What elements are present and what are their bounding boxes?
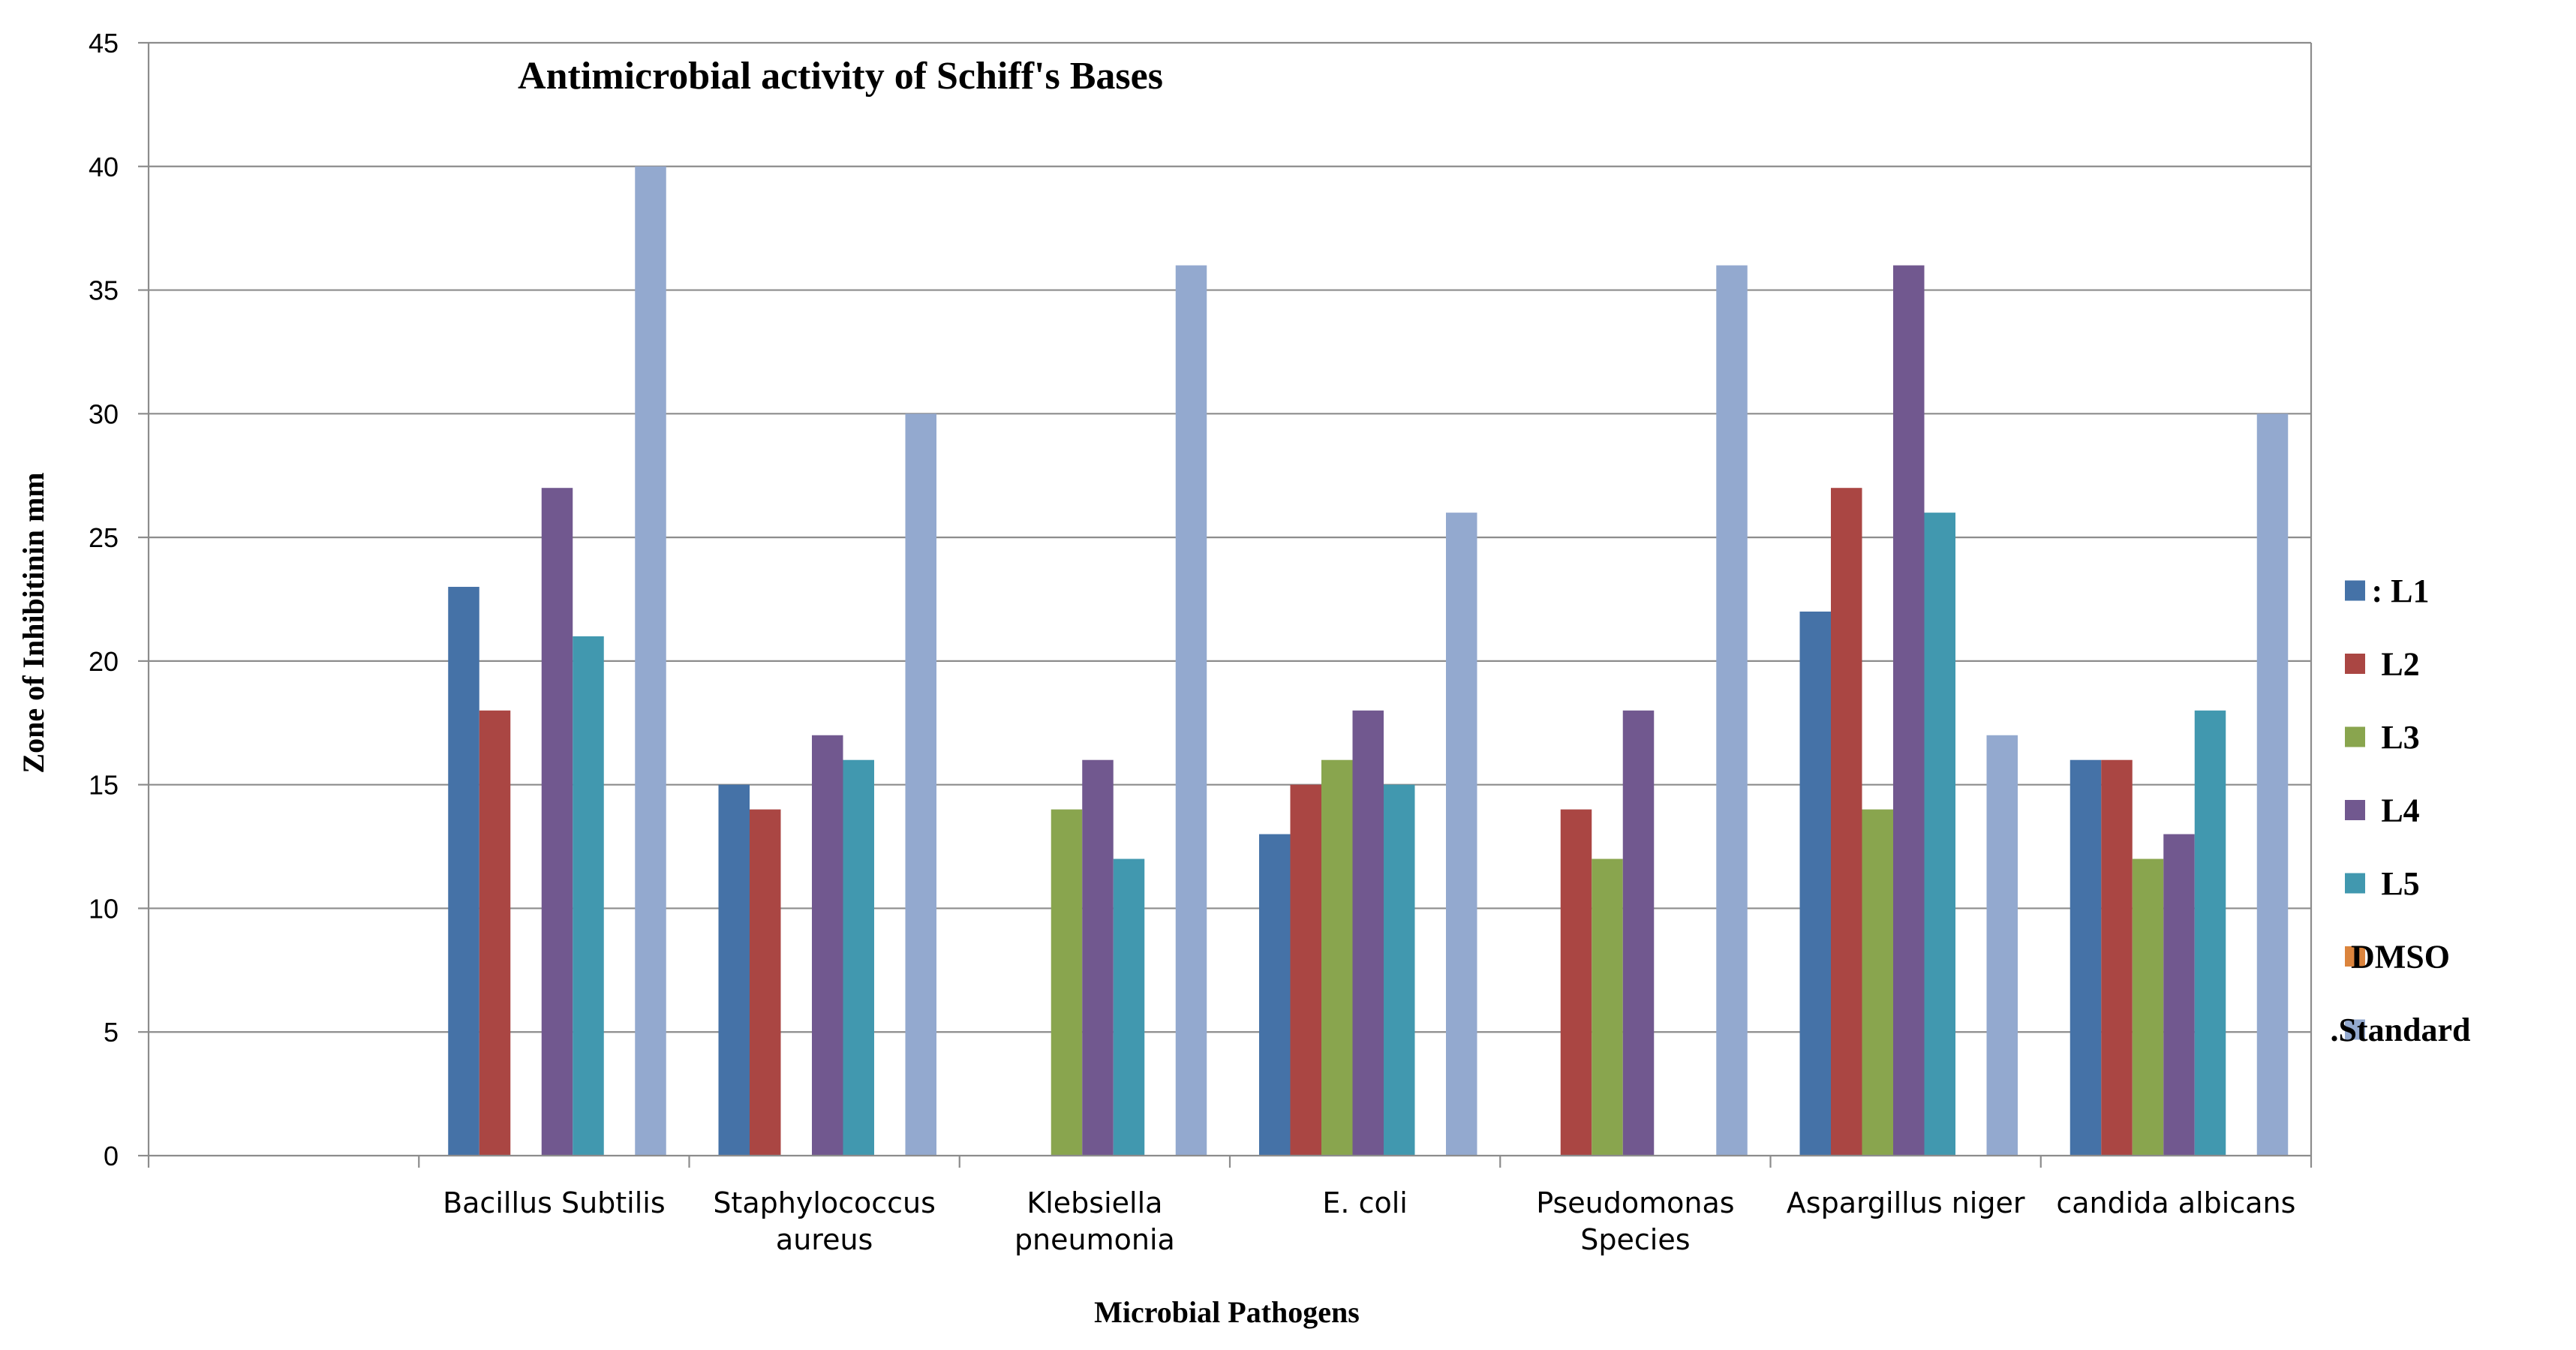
y-tick-label: 40: [89, 152, 119, 182]
legend-label-l1: : L1: [2372, 573, 2430, 609]
legend-swatch-dmso: [2345, 946, 2365, 967]
legend-swatch-l2: [2345, 654, 2365, 674]
y-tick-label: 45: [89, 28, 119, 59]
bar-l3: [1592, 858, 1623, 1156]
bar-l3: [2132, 858, 2164, 1156]
bar-standard: [1175, 265, 1207, 1156]
bar-l3: [1321, 759, 1353, 1156]
bars: [448, 166, 2289, 1156]
legend-swatch-l5: [2345, 873, 2365, 894]
bar-l1: [1799, 611, 1831, 1156]
bar-l3: [1051, 809, 1083, 1156]
bar-l4: [1622, 710, 1655, 1156]
bar-standard: [635, 166, 666, 1156]
bar-l2: [2101, 759, 2133, 1156]
bar-l2: [479, 710, 511, 1156]
y-axis-title: Zone of Inhibitinin mm: [17, 472, 50, 773]
bar-l5: [843, 759, 874, 1156]
x-tick-label: pneumonia: [1014, 1223, 1175, 1256]
y-tick-label: 30: [89, 398, 119, 429]
x-tick-label: Bacillus Subtilis: [443, 1186, 666, 1219]
x-tick-label: Aspargillus niger: [1787, 1186, 2025, 1219]
bar-standard: [1446, 513, 1477, 1156]
x-tick-label: aureus: [776, 1223, 873, 1256]
bar-l4: [1893, 265, 1925, 1156]
bar-l1: [1259, 834, 1291, 1156]
bar-l4: [2163, 834, 2195, 1156]
y-tick-label: 35: [89, 275, 119, 306]
legend-label-l3: L3: [2381, 719, 2419, 756]
legend-swatch-standard: [2345, 1019, 2365, 1040]
legend-label-dmso: DMSO: [2351, 939, 2450, 976]
legend-label-l4: L4: [2381, 792, 2419, 829]
x-tick-label: Species: [1580, 1223, 1690, 1256]
x-tick-label: Klebsiella: [1026, 1186, 1162, 1219]
bar-l1: [2070, 759, 2102, 1156]
bar-standard: [2256, 413, 2289, 1156]
bar-l2: [1290, 784, 1321, 1156]
x-tick-labels: Bacillus Subtilis Staphylococcus aureus Kle…: [443, 1186, 2295, 1256]
y-tick-label: 20: [89, 646, 119, 677]
legend-label-standard: .Standard: [2330, 1012, 2470, 1048]
y-tick-labels: 0 5 10 15 20 25 30 35 40 45: [89, 28, 119, 1171]
bar-l2: [750, 809, 781, 1156]
x-tick-label: E. coli: [1322, 1186, 1407, 1219]
bar-standard: [1716, 265, 1748, 1156]
y-tick-label: 25: [89, 522, 119, 553]
y-tick-label: 10: [89, 893, 119, 924]
bar-l4: [541, 488, 573, 1156]
bar-l4: [1082, 759, 1114, 1156]
legend-swatch-l3: [2345, 726, 2365, 747]
y-tick-label: 5: [104, 1017, 119, 1048]
bar-l4: [1352, 710, 1384, 1156]
bar-l2: [1831, 488, 1862, 1156]
y-tick-label: 0: [104, 1141, 119, 1171]
x-tick-label: Pseudomonas: [1536, 1186, 1734, 1219]
x-axis-title: Microbial Pathogens: [1094, 1295, 1360, 1329]
legend-swatch-l4: [2345, 800, 2365, 820]
bar-l5: [2194, 710, 2226, 1156]
bar-l5: [1113, 858, 1145, 1156]
bar-l5: [573, 636, 604, 1156]
bar-standard: [905, 413, 936, 1156]
x-tick-label: Staphylococcus: [713, 1186, 936, 1219]
chart-title: Antimicrobial activity of Schiff's Bases: [518, 55, 1163, 98]
y-tick-label: 15: [89, 770, 119, 801]
bar-standard: [1986, 735, 2018, 1156]
bar-l5: [1384, 784, 1415, 1156]
bar-l4: [812, 735, 843, 1156]
legend-label-l2: L2: [2381, 646, 2419, 683]
legend: : L1 L2 L3 L4 L5 DMSO .Standard: [2330, 573, 2470, 1048]
bar-l1: [448, 587, 479, 1156]
legend-swatch-l1: [2345, 580, 2365, 601]
x-tick-label: candida albicans: [2056, 1186, 2295, 1219]
bar-l2: [1560, 809, 1592, 1156]
bar-l1: [718, 784, 750, 1156]
bar-l5: [1924, 513, 1955, 1156]
bar-l3: [1862, 809, 1893, 1156]
legend-label-l5: L5: [2381, 865, 2419, 902]
axes: [138, 41, 2313, 1168]
